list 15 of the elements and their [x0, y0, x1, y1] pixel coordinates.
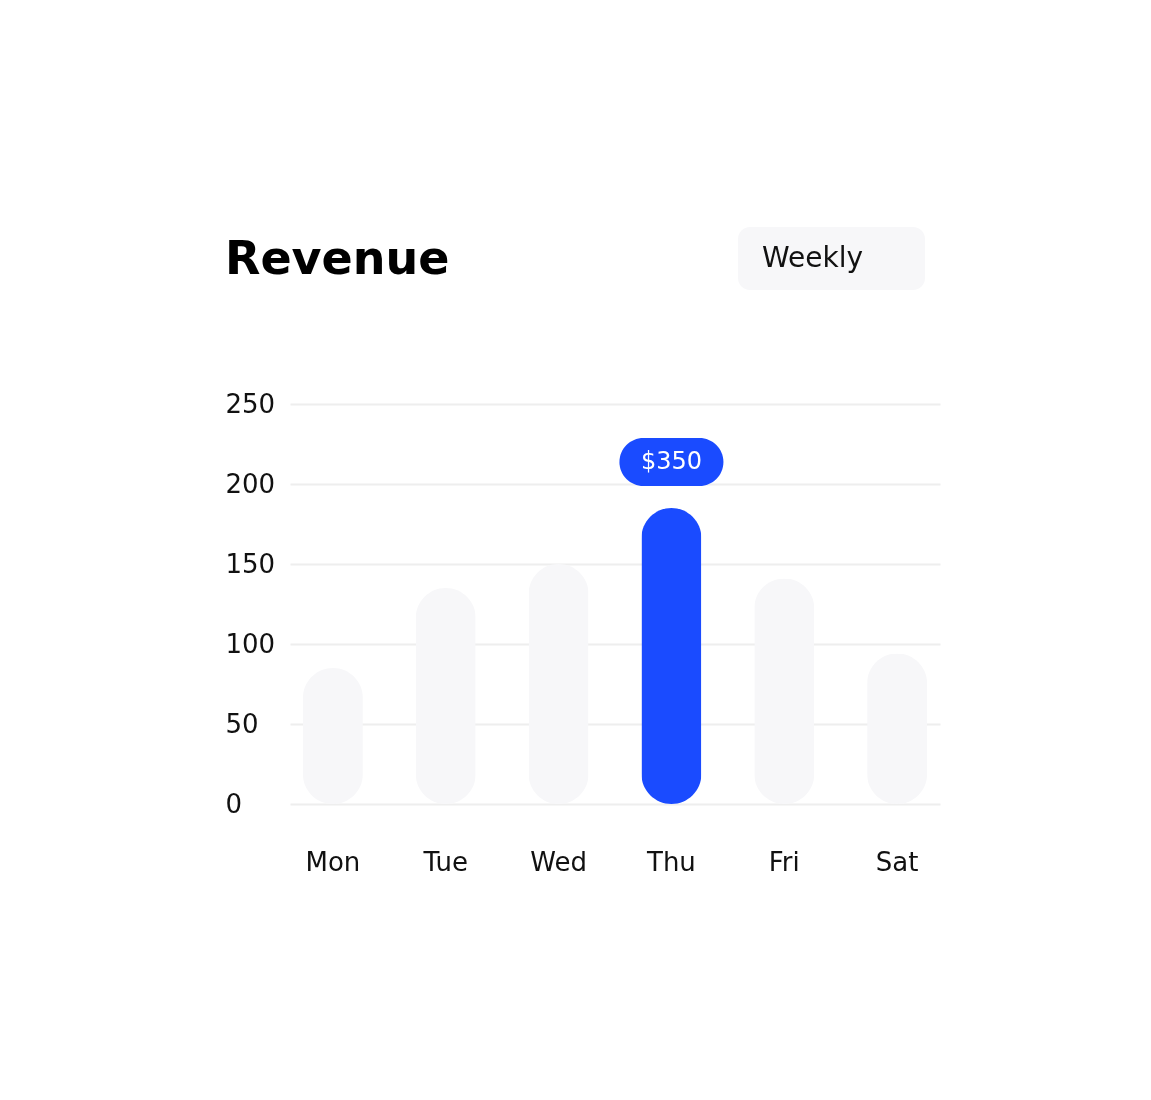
x-tick-label: Tue — [422, 846, 468, 877]
y-tick-label: 0 — [225, 788, 243, 819]
annotation: $350 — [640, 447, 702, 475]
y-tick-label: 50 — [225, 708, 259, 739]
y-tick-label: 200 — [225, 468, 276, 499]
x-tick-label: Fri — [768, 846, 800, 877]
chart-title: Revenue — [225, 231, 450, 285]
y-tick-label: 150 — [225, 548, 276, 579]
x-tick-label: Sat — [875, 846, 919, 877]
x-tick-label: Thu — [646, 846, 696, 877]
y-tick-label: 250 — [225, 388, 276, 419]
text: Weekly — [762, 241, 864, 274]
x-tick-label: Mon — [305, 846, 361, 877]
x-tick-label: Wed — [530, 846, 587, 877]
y-tick-label: 100 — [225, 628, 276, 659]
